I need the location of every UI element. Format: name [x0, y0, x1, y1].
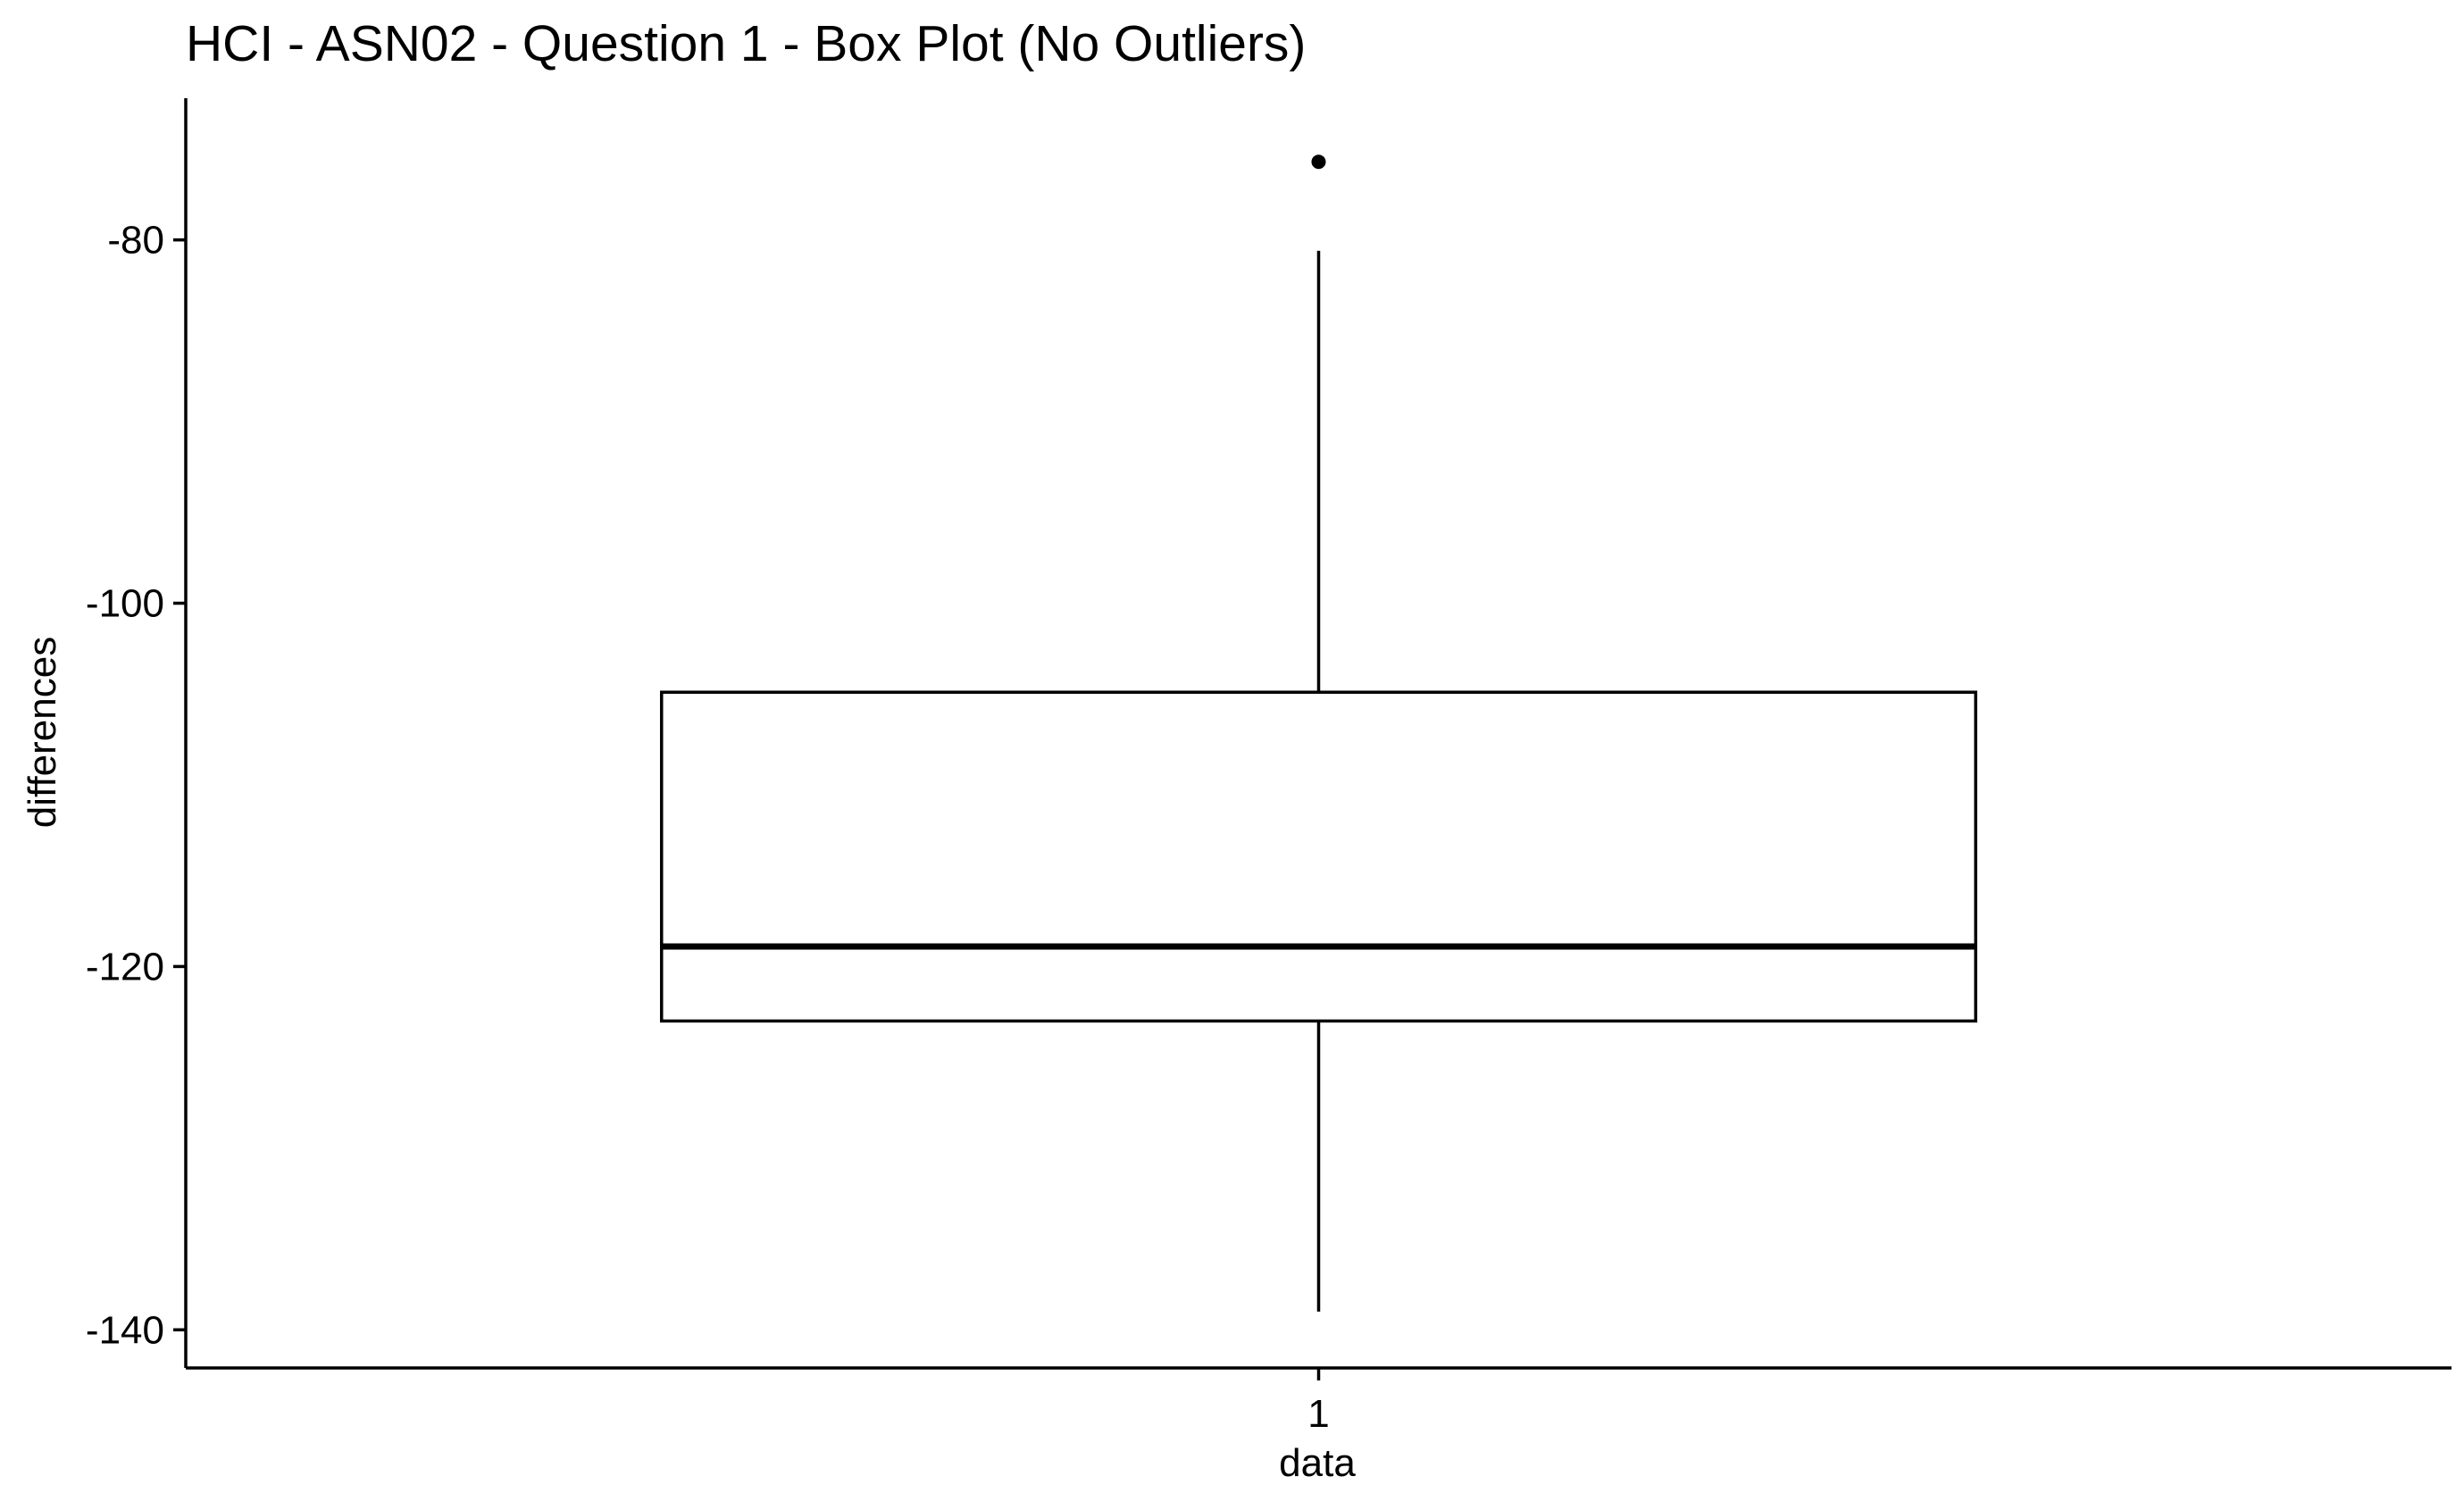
x-axis-title: data — [1279, 1441, 1356, 1485]
chart-title: HCI - ASN02 - Question 1 - Box Plot (No … — [186, 15, 1306, 72]
y-tick-label: -120 — [86, 945, 164, 988]
outlier-point — [1311, 154, 1326, 170]
x-tick-label: 1 — [1307, 1392, 1329, 1436]
y-tick-label: -140 — [86, 1308, 164, 1352]
y-axis-title: differences — [21, 637, 64, 828]
box-iqr — [660, 690, 1977, 1023]
y-tick-label: -80 — [107, 219, 164, 263]
y-tick-label: -100 — [86, 582, 164, 626]
plot-area: -140 -120 -100 -80 1 — [86, 98, 2451, 1436]
